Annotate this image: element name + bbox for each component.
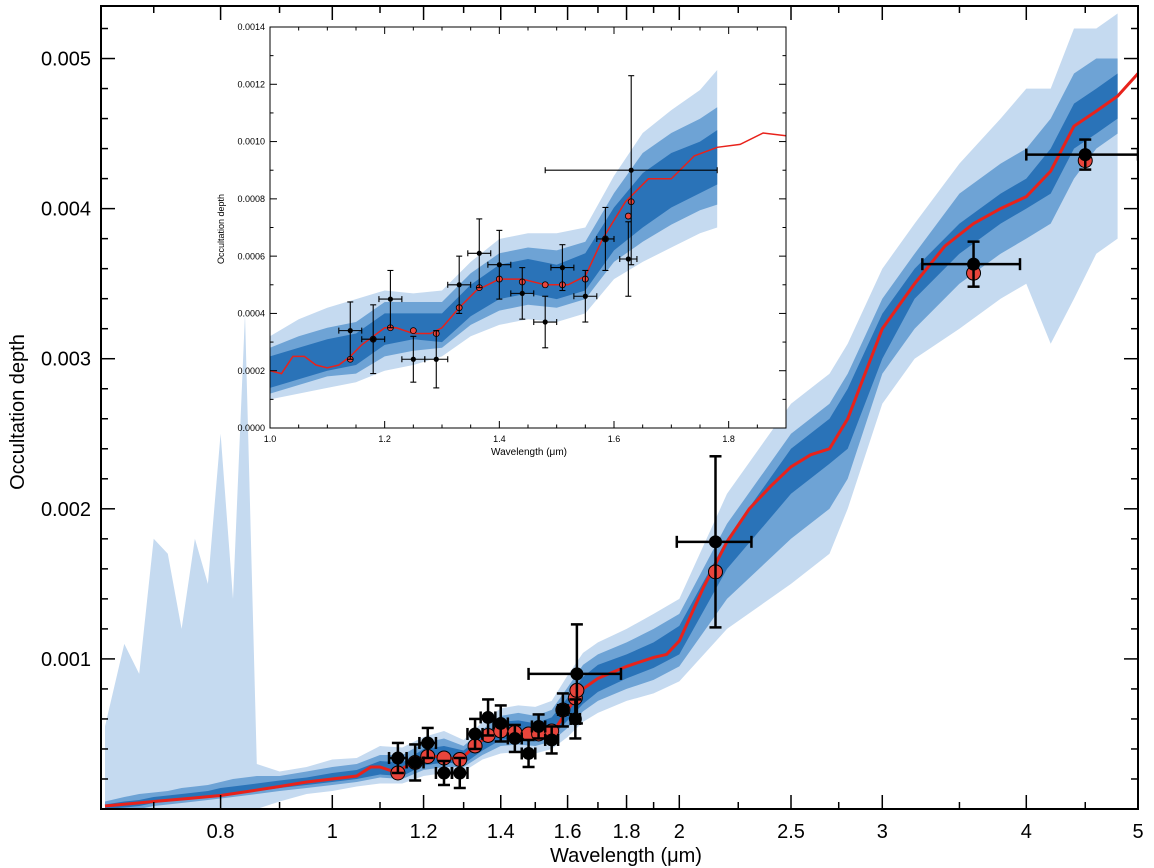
x-tick-label: 0.8 bbox=[207, 821, 235, 843]
observed-data-point bbox=[570, 667, 584, 681]
observed-data-point bbox=[437, 766, 451, 780]
observed-data-point bbox=[582, 293, 588, 299]
y-tick-label: 0.0012 bbox=[237, 79, 265, 89]
y-tick-label: 0.0006 bbox=[237, 251, 265, 261]
observed-data-point bbox=[532, 719, 546, 733]
observed-data-point bbox=[542, 319, 548, 325]
plot-frame bbox=[100, 5, 1139, 810]
main-y-axis-label: Occultation depth bbox=[7, 334, 29, 490]
x-tick-label: 5 bbox=[1132, 821, 1143, 843]
inset-y-axis-label: Occultation depth bbox=[216, 194, 226, 264]
observed-data-point bbox=[568, 712, 582, 726]
observed-data-point bbox=[628, 167, 634, 173]
observed-data-point bbox=[421, 736, 435, 750]
observed-data-point bbox=[370, 336, 376, 342]
y-tick-label: 0.004 bbox=[41, 199, 91, 221]
x-tick-label: 1.2 bbox=[378, 434, 391, 444]
plot-content bbox=[104, 13, 1138, 809]
observed-data-point bbox=[481, 710, 495, 724]
y-tick-label: 0.001 bbox=[41, 649, 91, 671]
x-tick-label: 1.8 bbox=[613, 821, 641, 843]
observed-data-point bbox=[456, 282, 462, 288]
observed-data-point bbox=[519, 290, 525, 296]
inset-x-axis-label: Wavelength (μm) bbox=[491, 447, 567, 458]
x-tick-label: 3 bbox=[877, 821, 888, 843]
y-tick-label: 0.003 bbox=[41, 349, 91, 371]
confidence-band-inner bbox=[270, 130, 718, 388]
observed-data-point bbox=[408, 755, 422, 769]
observed-data-point bbox=[387, 296, 393, 302]
observed-data-point bbox=[391, 751, 405, 765]
binned-model-point bbox=[409, 327, 417, 335]
observed-data-point bbox=[625, 256, 631, 262]
observed-data-point bbox=[496, 262, 502, 268]
x-tick-label: 4 bbox=[1021, 821, 1032, 843]
x-tick-label: 1.6 bbox=[608, 434, 621, 444]
confidence-band-inner bbox=[105, 73, 1118, 809]
observed-data-point bbox=[468, 727, 482, 741]
main-x-axis-label: Wavelength (μm) bbox=[550, 845, 702, 867]
observed-data-point bbox=[453, 766, 467, 780]
observed-data-point bbox=[508, 731, 522, 745]
observed-data-point bbox=[347, 328, 353, 334]
x-tick-label: 1.6 bbox=[554, 821, 582, 843]
x-tick-label: 1.2 bbox=[410, 821, 438, 843]
confidence-band-middle bbox=[105, 58, 1118, 809]
observed-data-point bbox=[522, 746, 536, 760]
x-tick-label: 1 bbox=[327, 821, 338, 843]
x-tick-label: 1.0 bbox=[264, 434, 277, 444]
binned-model-point bbox=[624, 212, 632, 220]
observed-data-point bbox=[476, 250, 482, 256]
y-tick-label: 0.0000 bbox=[237, 423, 265, 433]
x-tick-label: 2.5 bbox=[777, 821, 805, 843]
y-tick-label: 0.0002 bbox=[237, 366, 265, 376]
plot-content bbox=[270, 70, 786, 400]
y-tick-label: 0.005 bbox=[41, 49, 91, 71]
observed-data-point bbox=[494, 716, 508, 730]
observed-data-point bbox=[1078, 148, 1092, 162]
observed-data-point bbox=[602, 236, 609, 242]
x-tick-label: 1.4 bbox=[487, 821, 515, 843]
inset-plot: 1.0 1.2 1.4 1.6 1.8 0.0000 0.0002 0.0004 0.0006 0… bbox=[237, 22, 787, 444]
x-tick-label: 1.4 bbox=[493, 434, 506, 444]
binned-model-point bbox=[541, 281, 549, 289]
observed-data-point bbox=[545, 733, 559, 747]
observed-data-point bbox=[556, 703, 570, 717]
x-tick-label: 2 bbox=[674, 821, 685, 843]
y-tick-label: 0.002 bbox=[41, 499, 91, 521]
observed-data-point bbox=[433, 356, 439, 362]
y-tick-label: 0.0014 bbox=[237, 22, 265, 32]
observed-data-point bbox=[709, 535, 723, 549]
y-tick-label: 0.0004 bbox=[237, 309, 265, 319]
x-tick-label: 1.8 bbox=[722, 434, 735, 444]
observed-data-point bbox=[410, 356, 416, 362]
y-tick-label: 0.0008 bbox=[237, 194, 265, 204]
observed-data-point bbox=[559, 265, 566, 271]
observed-data-point bbox=[967, 257, 981, 271]
y-tick-label: 0.0010 bbox=[237, 137, 265, 147]
